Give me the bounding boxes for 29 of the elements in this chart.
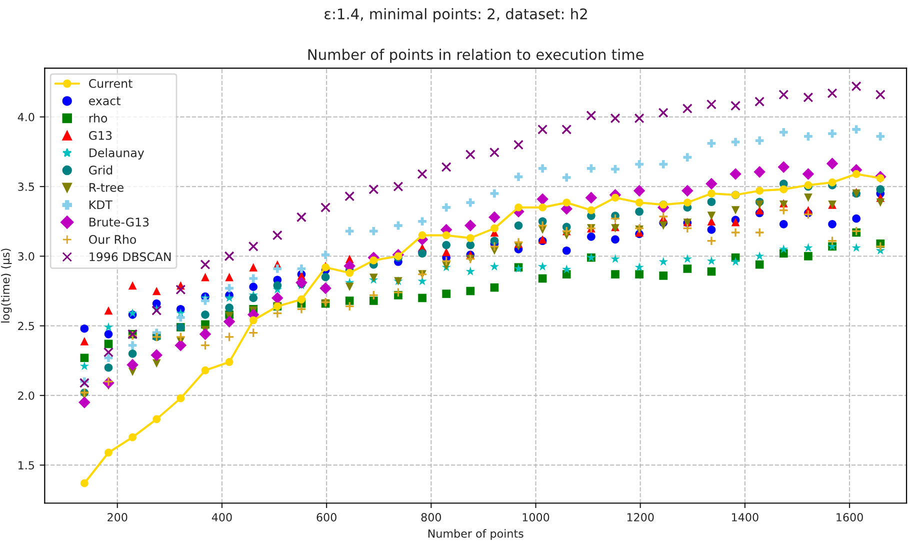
x-tick-label: 600 — [316, 513, 336, 522]
legend-label: G13 — [89, 130, 112, 140]
legend-label: Grid — [89, 165, 112, 175]
x-tick-label: 400 — [212, 513, 232, 522]
legend-label: exact — [89, 96, 120, 106]
x-tick-label: 1600 — [836, 513, 863, 522]
x-tick-label: 1000 — [522, 513, 550, 522]
legend-label: Our Rho — [89, 234, 136, 244]
y-tick-label: 4.0 — [18, 112, 34, 122]
y-tick-label: 2.0 — [18, 391, 34, 400]
legend-label: KDT — [90, 200, 112, 210]
legend-label: Brute-G13 — [90, 218, 149, 227]
y-tick-label: 1.5 — [18, 461, 34, 470]
legend-label: R-tree — [90, 183, 124, 192]
y-tick-label: 3.0 — [18, 252, 34, 261]
x-axis-title: Number of points — [428, 529, 524, 540]
y-tick-label: 2.5 — [18, 322, 34, 330]
y-tick-label: 3.5 — [18, 182, 34, 191]
y-axis-title: log(time) (μs) — [0, 248, 12, 322]
x-tick-label: 200 — [108, 513, 128, 522]
legend-label: Current — [89, 79, 132, 88]
x-tick-label: 800 — [421, 513, 442, 522]
legend-label: Delaunay — [90, 148, 144, 160]
chart-subtitle: ε:1.4, minimal points: 2, dataset: h2 — [324, 8, 587, 22]
legend-label: rho — [89, 113, 108, 123]
chart-title: Number of points in relation to execution time — [308, 48, 644, 63]
legend-label: 1996 DBSCAN — [90, 252, 171, 262]
x-tick-label: 1400 — [732, 513, 758, 522]
x-tick-label: 1200 — [627, 513, 654, 522]
